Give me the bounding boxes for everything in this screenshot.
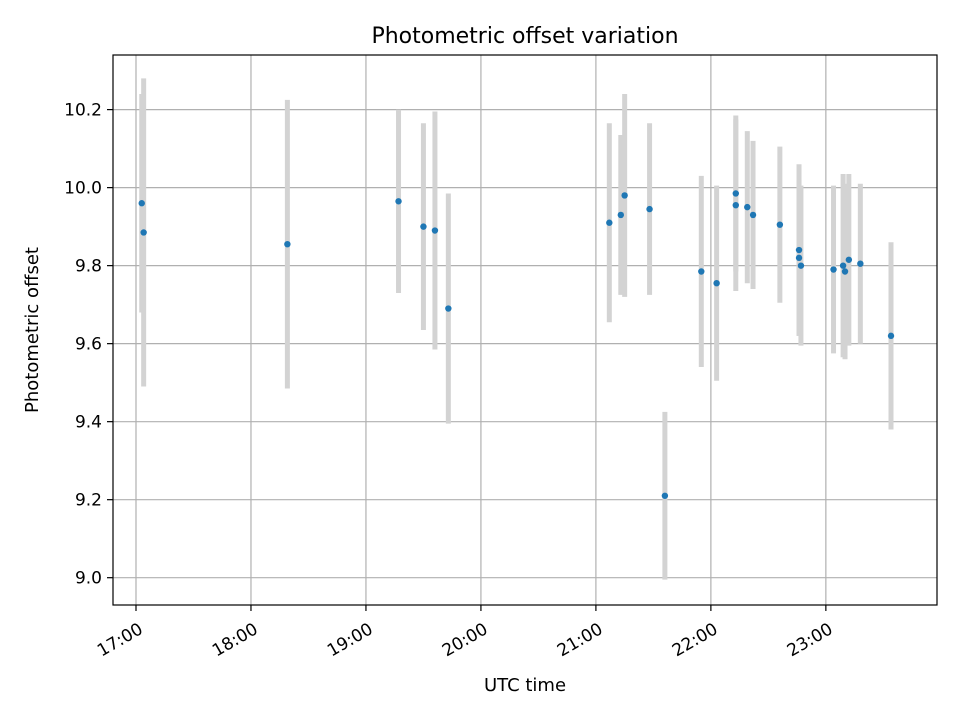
data-point	[776, 221, 784, 228]
data-point	[646, 205, 653, 213]
x-tick-label: 17:00	[94, 619, 146, 661]
y-tick-label: 10.2	[64, 101, 102, 121]
y-tick-label: 9.0	[75, 569, 102, 589]
y-axis-label: Photometric offset	[22, 247, 43, 413]
data-point	[795, 246, 803, 254]
y-axis-ticks: 9.0 9.2 9.4 9.6 9.8 10.0 10.2	[64, 101, 113, 589]
data-point	[830, 266, 837, 273]
y-tick-label: 9.4	[75, 413, 102, 433]
plot-frame	[112, 54, 938, 606]
x-tick-label: 21:00	[554, 619, 606, 661]
data-point	[395, 198, 402, 205]
data-point	[713, 279, 720, 287]
data-point	[732, 201, 739, 209]
data-point	[744, 203, 751, 211]
x-axis-ticks: 17:00 18:00 19:00 20:00 21:00 22:00 23:00	[94, 605, 836, 661]
x-tick-label: 22:00	[669, 619, 721, 661]
x-tick-label: 23:00	[784, 619, 836, 661]
y-tick-label: 9.6	[75, 335, 102, 355]
data-point	[795, 254, 803, 262]
y-tick-label: 9.8	[75, 257, 102, 277]
data-points	[138, 190, 895, 499]
data-point	[661, 492, 669, 499]
data-point	[284, 240, 291, 248]
chart-title: Photometric offset variation	[371, 24, 678, 49]
data-point	[420, 223, 427, 230]
x-tick-label: 18:00	[209, 619, 261, 661]
data-point	[431, 227, 439, 234]
data-point	[606, 219, 613, 226]
data-point	[617, 211, 625, 219]
data-point	[845, 256, 853, 263]
data-point	[138, 200, 145, 207]
data-point	[140, 229, 147, 236]
data-point	[698, 268, 705, 275]
data-point	[445, 305, 452, 312]
data-point	[621, 192, 628, 199]
data-point	[841, 268, 849, 275]
x-axis-label: UTC time	[484, 675, 566, 696]
data-point	[887, 332, 895, 340]
data-point	[839, 262, 847, 269]
y-tick-label: 9.2	[75, 491, 102, 511]
data-point	[857, 260, 864, 267]
y-tick-label: 10.0	[64, 179, 102, 199]
data-point	[797, 262, 805, 269]
data-point	[732, 190, 739, 197]
x-tick-label: 20:00	[439, 619, 491, 661]
x-tick-label: 19:00	[324, 619, 376, 661]
error-bars	[139, 78, 894, 580]
data-point	[749, 211, 757, 219]
grid	[113, 55, 937, 605]
